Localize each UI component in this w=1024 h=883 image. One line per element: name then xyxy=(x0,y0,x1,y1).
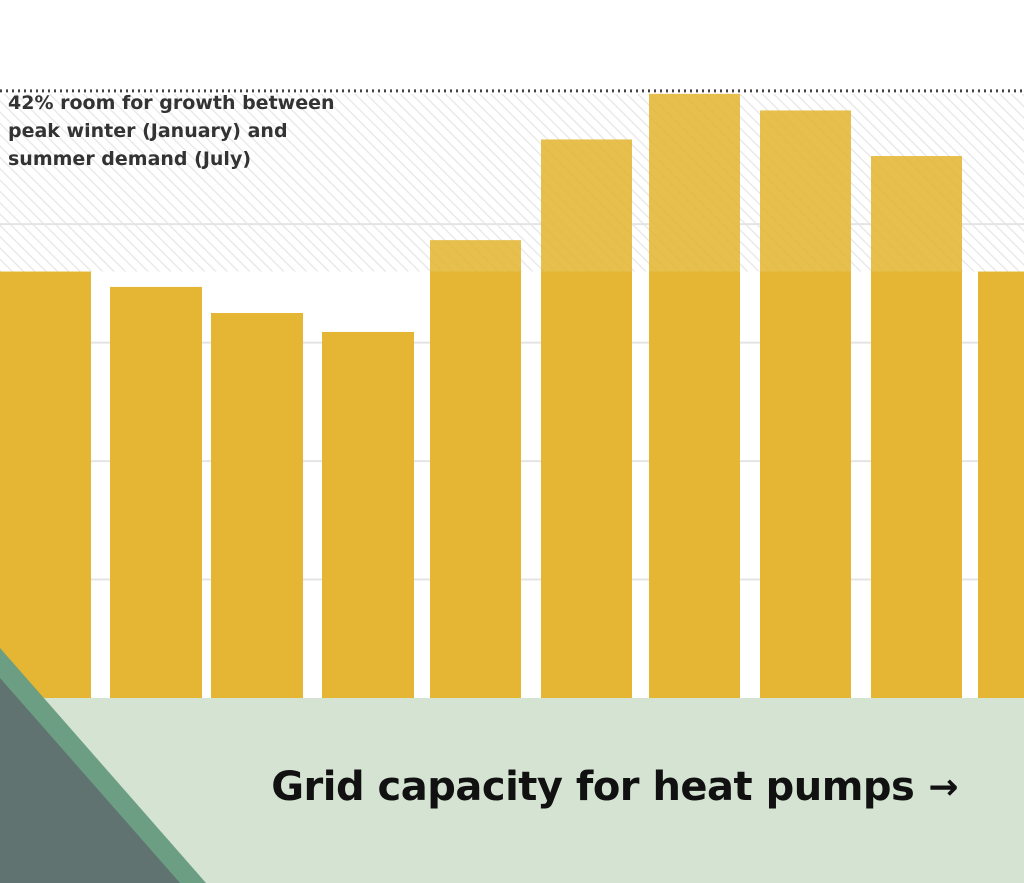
annotation-line-2: peak winter (January) and xyxy=(8,120,288,142)
bar-1 xyxy=(0,271,91,698)
bar-3 xyxy=(211,313,303,698)
grid-capacity-link[interactable]: Grid capacity for heat pumps → xyxy=(271,764,958,810)
bar-band-overlay-9 xyxy=(871,156,962,272)
bar-4 xyxy=(322,331,414,698)
bar-band-overlay-6 xyxy=(541,139,632,272)
arrow-right-icon: → xyxy=(928,766,958,808)
bar-band-overlay-5 xyxy=(430,240,521,272)
bar-2 xyxy=(110,286,202,698)
bar-band-overlay-7 xyxy=(649,93,740,272)
bar-10 xyxy=(978,271,1024,698)
bar-band-overlay-8 xyxy=(760,110,851,272)
bar-5 xyxy=(430,240,521,698)
annotation-line-3: summer demand (July) xyxy=(8,148,251,170)
cta-label: Grid capacity for heat pumps xyxy=(271,764,915,810)
annotation-line-1: 42% room for growth between xyxy=(8,92,335,114)
